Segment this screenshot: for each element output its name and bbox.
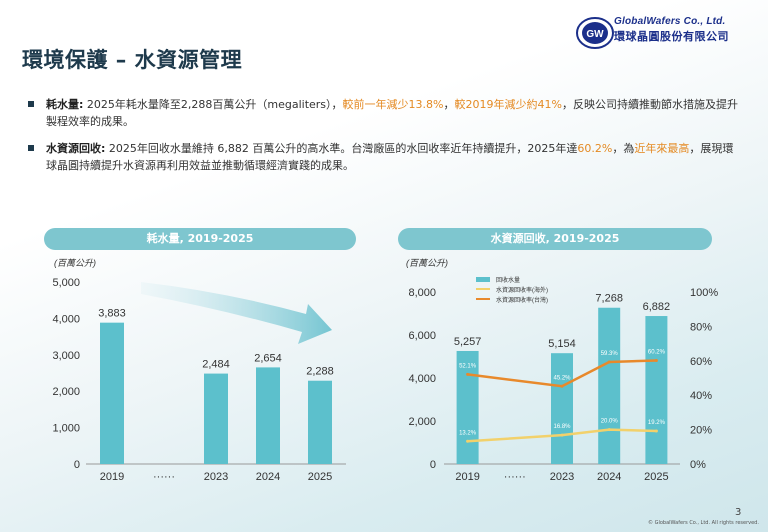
- bullet-text: 2025年耗水量降至2,288百萬公升（megaliters），較前一年減少13…: [46, 98, 738, 128]
- y-tick-label-left: 4,000: [408, 373, 436, 385]
- bullet-square-icon: [28, 101, 34, 107]
- body-text: 2025年耗水量降至2,288百萬公升（megaliters），: [83, 98, 343, 111]
- y-tick-label-right: 20%: [690, 425, 712, 437]
- series-point: [654, 429, 658, 433]
- x-tick-label: 2025: [308, 471, 332, 483]
- bar-value-label: 6,882: [643, 301, 671, 313]
- trend-arrow-icon: [141, 282, 332, 344]
- series-value-label: 13.2%: [459, 430, 477, 436]
- highlight-text: 較2019年減少約41%: [454, 98, 562, 111]
- chart-title-recycling: 水資源回收, 2019-2025: [398, 228, 712, 250]
- y-tick-label-right: 0%: [690, 459, 706, 471]
- series-line: [467, 359, 657, 388]
- x-tick-label: 2024: [597, 471, 621, 483]
- highlight-text: 較前一年減少13.8%: [342, 98, 444, 111]
- body-text: 2025年回收水量維持 6,882 百萬公升的高水準。台灣廠區的水回收率近年持續…: [105, 142, 578, 155]
- legend-label: 回收水量: [496, 276, 520, 284]
- x-tick-label: 2019: [455, 471, 479, 483]
- y-axis-unit-label: (百萬公升): [54, 258, 96, 268]
- bar-value-label: 2,484: [202, 359, 230, 371]
- legend-label: 水資源回收率(海外): [496, 286, 548, 294]
- body-text: ，為: [612, 142, 635, 155]
- series-point: [607, 428, 611, 432]
- highlight-text: 60.2%: [577, 142, 613, 155]
- bar: [645, 316, 668, 464]
- bar-value-label: 5,257: [454, 336, 482, 348]
- y-tick-label: 3,000: [52, 350, 80, 362]
- series-point: [607, 360, 611, 364]
- series-point: [466, 372, 470, 376]
- bar-value-label: 7,268: [595, 293, 623, 305]
- bar: [308, 380, 332, 464]
- series-value-label: 45.2%: [553, 375, 571, 381]
- bar: [598, 307, 621, 464]
- body-text: ，展現環球晶圓持續提升水資源再利用效益並推動循環經濟實踐的成果。: [46, 142, 734, 172]
- y-tick-label-left: 6,000: [408, 330, 436, 342]
- bullet-water-recycling: 水資源回收: 2025年回收水量維持 6,882 百萬公升的高水準。台灣廠區的水…: [26, 140, 744, 174]
- y-tick-label-left: 2,000: [408, 416, 436, 428]
- bullet-water-consumption: 耗水量: 2025年耗水量降至2,288百萬公升（megaliters），較前一…: [26, 96, 744, 130]
- y-tick-label: 0: [74, 459, 80, 471]
- bar-value-label: 5,154: [548, 338, 576, 350]
- copyright-text: © GlobalWafers Co., Ltd. All rights rese…: [648, 520, 759, 526]
- page-number: 3: [735, 507, 742, 518]
- logo-english-name: GlobalWafers Co., Ltd.: [614, 16, 726, 27]
- y-tick-label-right: 60%: [690, 356, 712, 368]
- chart-title-consumption: 耗水量, 2019-2025: [44, 228, 356, 250]
- bullet-heading: 耗水量:: [46, 98, 84, 111]
- series-point: [466, 439, 470, 443]
- bullet-square-icon: [28, 145, 34, 151]
- series-value-label: 60.2%: [648, 349, 666, 355]
- svg-text:GW: GW: [586, 29, 604, 40]
- consumption-chart: (百萬公升) 0 1,000 2,000 3,000 4,000 5,000 2019 3,88…: [52, 258, 346, 483]
- body-text: ，: [443, 98, 455, 111]
- bullet-list: 耗水量: 2025年耗水量降至2,288百萬公升（megaliters），較前一…: [26, 96, 744, 184]
- bar-value-label: 3,883: [98, 308, 126, 320]
- y-tick-label: 4,000: [52, 313, 80, 325]
- recycling-chart: (百萬公升) 0 2,000 4,000 6,000 8,000 0% 20% 40% 60% 80…: [406, 258, 718, 483]
- bullet-text: 2025年回收水量維持 6,882 百萬公升的高水準。台灣廠區的水回收率近年持續…: [46, 142, 733, 172]
- series-value-label: 20.0%: [601, 419, 619, 425]
- series-value-label: 19.2%: [648, 420, 666, 426]
- x-tick-label: 2024: [256, 471, 280, 483]
- bar: [100, 322, 124, 464]
- y-axis-unit-label: (百萬公升): [406, 258, 448, 268]
- bullet-heading: 水資源回收:: [46, 142, 106, 155]
- y-tick-label: 1,000: [52, 423, 80, 435]
- bar: [204, 373, 228, 464]
- series-value-label: 59.3%: [601, 351, 619, 357]
- legend-swatch-bar: [476, 277, 490, 282]
- series-point: [654, 358, 658, 362]
- bar: [551, 353, 573, 464]
- y-tick-label: 5,000: [52, 277, 80, 289]
- x-tick-label: 2023: [204, 471, 228, 483]
- logo-chinese-name: 環球晶圓股份有限公司: [614, 31, 729, 43]
- bar-value-label: 2,288: [306, 366, 334, 378]
- body-text: ，反映公司持續推動節水措施及提升製程效率的成果。: [46, 98, 738, 128]
- y-tick-label-left: 0: [430, 459, 436, 471]
- logo-text: GlobalWafers Co., Ltd. 環球晶圓股份有限公司: [614, 16, 729, 44]
- bar: [456, 350, 479, 464]
- series-value-label: 16.8%: [553, 424, 571, 430]
- bar-value-label: 2,654: [254, 352, 282, 364]
- x-tick-label: ······: [504, 471, 526, 483]
- y-tick-label: 2,000: [52, 386, 80, 398]
- x-tick-label: ······: [153, 471, 175, 483]
- legend-label: 水資源回收率(台灣): [496, 296, 548, 304]
- x-tick-label: 2023: [550, 471, 574, 483]
- y-tick-label-right: 100%: [690, 287, 718, 299]
- series-point: [560, 384, 564, 388]
- y-tick-label-right: 80%: [690, 321, 712, 333]
- company-logo: GW: [576, 17, 614, 49]
- y-tick-label-left: 8,000: [408, 287, 436, 299]
- x-tick-label: 2025: [644, 471, 668, 483]
- bar: [256, 367, 280, 464]
- series-value-label: 52.1%: [459, 363, 477, 369]
- highlight-text: 近年來最高: [634, 142, 690, 155]
- page-title: 環境保護 – 水資源管理: [22, 48, 243, 72]
- series-line: [467, 428, 657, 443]
- series-point: [560, 433, 564, 437]
- x-tick-label: 2019: [100, 471, 124, 483]
- y-tick-label-right: 40%: [690, 390, 712, 402]
